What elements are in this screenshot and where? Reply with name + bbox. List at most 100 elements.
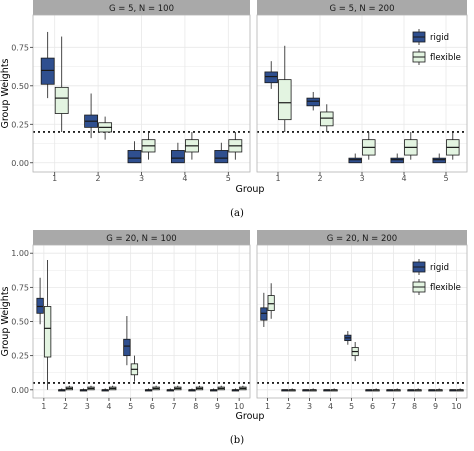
box	[127, 150, 142, 164]
panel-strip-label: G = 5, N = 100	[109, 4, 174, 14]
box-flexible-group-3	[141, 131, 156, 160]
box-flexible-group-10	[239, 385, 247, 391]
x-tick-label: 5	[349, 402, 354, 411]
box	[43, 306, 52, 358]
figure-caption: (a)	[230, 208, 244, 219]
box-rigid-group-1	[260, 292, 268, 327]
box-flexible-group-5	[446, 131, 460, 160]
box-rigid-group-3	[127, 141, 142, 164]
box-flexible-group-1	[278, 45, 292, 132]
x-tick-label: 2	[96, 174, 101, 183]
box-rigid-group-5	[344, 331, 352, 345]
x-tick-label: 2	[286, 402, 291, 411]
box	[320, 111, 334, 127]
x-tick-label: 5	[226, 174, 231, 183]
panel-strip-label: G = 20, N = 200	[327, 234, 397, 244]
box-flexible-group-1	[54, 36, 69, 132]
box-rigid-group-4	[323, 389, 331, 392]
y-tick-label: 0.25	[11, 120, 29, 129]
box-flexible-group-8	[195, 385, 204, 391]
box-rigid-group-1	[40, 31, 55, 99]
legend-label-rigid: rigid	[430, 263, 449, 273]
y-axis-title: Group Weights	[0, 58, 11, 128]
y-tick-label: 0.50	[11, 82, 29, 91]
box-flexible-group-4	[109, 385, 117, 391]
box-rigid-group-6	[144, 388, 153, 392]
box-flexible-group-6	[372, 388, 380, 392]
x-tick-label: 3	[85, 402, 90, 411]
box	[214, 150, 229, 164]
x-tick-label: 6	[370, 402, 375, 411]
box-flexible-group-4	[404, 131, 418, 160]
box-rigid-group-8	[188, 388, 196, 392]
legend-label-rigid: rigid	[430, 33, 449, 43]
panel-strip	[33, 230, 250, 245]
panel-strip	[257, 0, 467, 15]
box	[306, 97, 320, 107]
box-flexible-group-4	[184, 131, 199, 160]
x-tick-label: 7	[172, 402, 177, 411]
box-rigid-group-9	[210, 388, 218, 392]
box-flexible-group-2	[320, 104, 334, 132]
box-rigid-group-5	[432, 153, 446, 164]
box-flexible-group-7	[393, 388, 401, 392]
box	[278, 79, 292, 121]
box	[260, 307, 268, 321]
panel-2: G = 20, N = 200 1 2 3 4 5 6 7 8 9 10	[256, 230, 468, 411]
box	[264, 71, 278, 84]
box-flexible-group-2	[65, 385, 73, 391]
box-rigid-group-5	[214, 142, 229, 164]
box-rigid-group-1	[36, 277, 44, 325]
panel-2: G = 5, N = 200 1 2 3 4 5	[256, 0, 468, 183]
box-rigid-group-8	[407, 389, 415, 392]
panel-border	[256, 244, 468, 399]
box-rigid-group-5	[123, 316, 131, 366]
box-rigid-group-7	[386, 389, 394, 392]
box	[36, 297, 44, 314]
box-flexible-group-3	[362, 131, 376, 160]
x-tick-label: 2	[317, 174, 322, 183]
panel-strip-label: G = 5, N = 200	[329, 4, 394, 14]
box-rigid-group-10	[231, 388, 240, 392]
box	[170, 150, 185, 164]
legend-label-flexible: flexible	[430, 283, 461, 293]
box-flexible-group-5	[130, 355, 139, 382]
x-tick-label: 7	[391, 402, 396, 411]
box-rigid-group-6	[365, 389, 373, 392]
x-tick-label: 1	[265, 402, 270, 411]
box	[432, 157, 446, 164]
box-flexible-group-5	[228, 131, 243, 160]
box-flexible-group-6	[152, 385, 160, 391]
legend: rigid flexible	[412, 29, 461, 65]
box	[123, 338, 131, 357]
box-flexible-group-2	[288, 388, 296, 392]
x-tick-label: 6	[150, 402, 155, 411]
x-tick-label: 5	[128, 402, 133, 411]
box-rigid-group-4	[170, 142, 185, 164]
x-tick-label: 4	[106, 402, 111, 411]
box-flexible-group-7	[174, 385, 182, 391]
box-rigid-group-3	[302, 389, 310, 392]
x-tick-label: 3	[307, 402, 312, 411]
x-tick-label: 3	[139, 174, 144, 183]
box-flexible-group-10	[456, 388, 464, 392]
panel-1: G = 5, N = 100 1 2 3 4 5	[32, 0, 251, 183]
x-axis-title: Group	[236, 411, 265, 422]
box-rigid-group-3	[348, 153, 362, 164]
box-rigid-group-2	[84, 93, 99, 139]
box-rigid-group-9	[428, 389, 436, 392]
legend-label-flexible: flexible	[430, 53, 461, 63]
x-tick-label: 9	[433, 402, 438, 411]
box-rigid-group-4	[390, 153, 404, 164]
x-tick-label: 1	[275, 174, 280, 183]
x-tick-label: 10	[234, 402, 244, 411]
panel-1: G = 20, N = 100 1 2 3 4 5 6 7 8 9 10	[32, 230, 251, 411]
y-tick-label: 0.75	[11, 283, 29, 292]
box	[54, 86, 69, 114]
figure-a: G = 5, N = 100 1 2 3 4 5 G = 5, N = 200 1 2 3 4 5 0.…	[0, 0, 468, 219]
box-rigid-group-2	[281, 389, 289, 392]
figure-caption: (b)	[230, 435, 244, 446]
box-flexible-group-2	[98, 116, 113, 140]
y-tick-label: 0.50	[11, 318, 29, 327]
